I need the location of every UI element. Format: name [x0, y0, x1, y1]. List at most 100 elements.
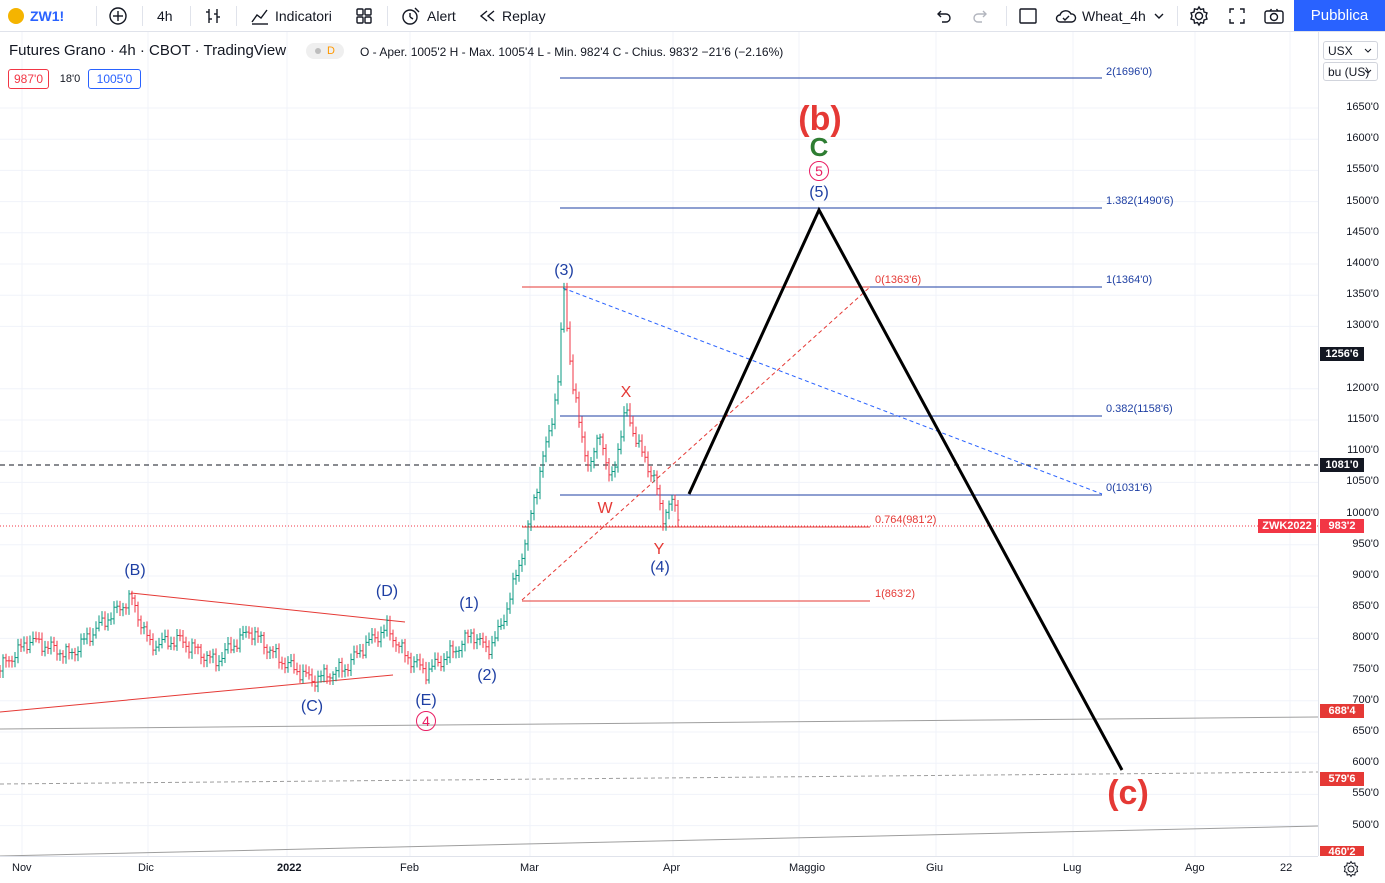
price-tick-label: 1050'0: [1346, 475, 1379, 488]
contract-badge: ZWK2022: [1258, 519, 1316, 533]
fib-label-ext-1382: 1.382(1490'6): [1106, 195, 1174, 207]
wave-label-c-big: (c): [1107, 774, 1149, 812]
buy-price-button[interactable]: 1005'0: [88, 69, 141, 89]
unit-select[interactable]: bu (US): [1323, 62, 1378, 81]
redo-icon: [973, 10, 987, 23]
ohlc-values: O - Aper. 1005'2 H - Max. 1005'4 L - Min…: [360, 45, 784, 59]
wave-label-B: (B): [124, 562, 146, 579]
price-tick-label: 1150'0: [1347, 413, 1379, 425]
price-tick-label: 800'0: [1352, 631, 1379, 644]
wave-label-2: (2): [477, 667, 497, 684]
indicators-label: Indicatori: [275, 7, 332, 24]
status-dot-icon: [315, 48, 322, 54]
wave-label-5: (5): [809, 184, 829, 201]
fib-label-retr-0764: 0.764(981'2): [875, 514, 937, 526]
snapshot-button[interactable]: [1263, 0, 1285, 31]
chart-settings-button[interactable]: [1342, 860, 1360, 883]
camera-icon: [1264, 8, 1284, 24]
compare-add-button[interactable]: [108, 0, 128, 31]
time-tick-label: Maggio: [789, 862, 826, 874]
symbol-legend-title[interactable]: Futures Grano · 4h · CBOT · TradingView: [9, 42, 287, 59]
chart-pane[interactable]: (b) C 5 (5) (3) X W Y (4) (1) (2) (B) (C…: [0, 32, 1318, 856]
support-line-lower: [0, 825, 1318, 856]
unit-label: bu (US): [1328, 64, 1370, 79]
price-tick-label: 1400'0: [1346, 257, 1379, 269]
gear-icon: [1343, 860, 1359, 878]
fib-label-retr-0: 0(1363'6): [875, 274, 922, 286]
settings-button[interactable]: [1188, 0, 1210, 31]
dashed-level-579: [0, 771, 1318, 785]
layout-select-button[interactable]: [1018, 0, 1038, 31]
triangle-upper: [130, 592, 406, 623]
price-tick-label: 1350'0: [1346, 288, 1379, 301]
wave-label-C: (C): [300, 698, 324, 715]
undo-button[interactable]: [933, 0, 953, 31]
layout-name: Wheat_4h: [1082, 7, 1146, 24]
price-tick-label: 1000'0: [1346, 506, 1379, 519]
fib-label-ext-1: 1(1364'0): [1106, 274, 1153, 286]
time-tick-label: Nov: [12, 862, 32, 874]
gear-icon: [1190, 5, 1208, 26]
time-tick-label: Feb: [400, 862, 419, 874]
chart-type-button[interactable]: [203, 0, 223, 31]
price-tick-label: 1200'0: [1346, 381, 1379, 394]
hline-price-badge: 1081'0: [1320, 458, 1364, 472]
price-tick-label: 1300'0: [1346, 319, 1379, 332]
square-layout-icon: [1019, 7, 1037, 24]
projection-path: [687, 206, 1124, 771]
spread-value: 18'0: [59, 73, 81, 85]
time-scale[interactable]: [0, 856, 1318, 883]
templates-button[interactable]: [354, 0, 374, 31]
wave-label-w: W: [597, 500, 613, 517]
symbol-logo-icon: [8, 7, 24, 24]
last-price-badge: 983'2: [1320, 519, 1364, 533]
indicators-icon: [251, 9, 268, 25]
replay-label: Replay: [502, 7, 546, 24]
time-tick-label: Lug: [1063, 862, 1082, 874]
time-tick-label: Apr: [663, 862, 681, 874]
wave-label-D: (D): [375, 583, 399, 600]
price-scale[interactable]: [1318, 32, 1385, 856]
price-tick-label: 650'0: [1352, 725, 1379, 737]
wave-label-circled-4: 4: [416, 711, 436, 731]
time-tick-label: 2022: [277, 862, 302, 874]
chevron-down-icon: [1154, 13, 1164, 19]
interval-button[interactable]: 4h: [157, 0, 173, 31]
chart-canvas[interactable]: [0, 32, 1318, 856]
price-tick-label: 1600'0: [1346, 132, 1379, 145]
publish-label: Pubblica: [1310, 7, 1369, 24]
sell-price-button[interactable]: 987'0: [8, 69, 49, 89]
fullscreen-button[interactable]: [1227, 0, 1247, 31]
symbol-search-button[interactable]: ZW1!: [8, 0, 64, 31]
fib-label-retr-1: 1(863'2): [875, 588, 916, 600]
wave-label-E: (E): [415, 692, 437, 709]
publish-button[interactable]: Pubblica: [1294, 0, 1385, 31]
price-tick-label: 1500'0: [1346, 194, 1379, 207]
bar-chart-type-icon: [206, 8, 220, 23]
fib-retr-trend: [521, 286, 871, 601]
save-layout-button[interactable]: Wheat_4h: [1054, 0, 1166, 31]
undo-icon: [937, 10, 951, 23]
grid-templates-icon: [356, 7, 372, 24]
time-tick-label: Mar: [520, 862, 539, 874]
delay-badge[interactable]: D: [306, 43, 344, 59]
chevron-down-icon: [1364, 69, 1372, 74]
delay-badge-label: D: [327, 45, 335, 57]
level-badge-3: 460'2: [1320, 846, 1364, 856]
wave-label-3: (3): [554, 262, 574, 279]
currency-select[interactable]: USX: [1323, 41, 1378, 60]
price-tick-label: 1100'0: [1347, 444, 1379, 457]
redo-button[interactable]: [971, 0, 991, 31]
fullscreen-icon: [1229, 7, 1245, 24]
wave-label-x: X: [620, 384, 632, 401]
indicators-button[interactable]: Indicatori: [250, 0, 332, 31]
wave-label-1: (1): [459, 595, 479, 612]
alert-button[interactable]: Alert: [400, 0, 456, 31]
symbol-label: ZW1!: [30, 7, 65, 24]
price-tick-label: 850'0: [1352, 600, 1379, 613]
price-tick-label: 1450'0: [1346, 225, 1379, 238]
triangle-lower: [0, 674, 394, 713]
replay-button[interactable]: Replay: [478, 0, 546, 31]
wave-label-b: (b): [798, 100, 842, 138]
support-line-upper: [0, 716, 1318, 730]
